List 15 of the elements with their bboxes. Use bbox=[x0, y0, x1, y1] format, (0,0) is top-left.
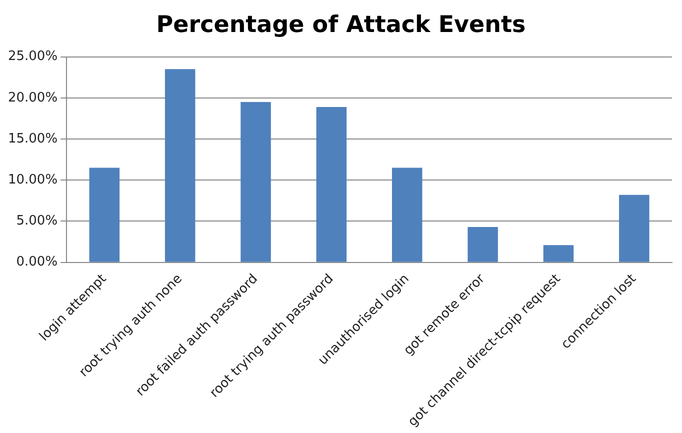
bar bbox=[468, 226, 498, 262]
y-tick-label: 20.00% bbox=[8, 90, 58, 106]
y-tick-label: 5.00% bbox=[16, 214, 58, 229]
y-tick-label: 0.00% bbox=[16, 254, 58, 270]
chart-title: Percentage of Attack Events bbox=[155, 12, 527, 40]
bar bbox=[316, 106, 347, 262]
bar bbox=[89, 168, 120, 262]
bar bbox=[164, 69, 196, 262]
bar bbox=[392, 168, 422, 262]
bar bbox=[619, 194, 650, 262]
y-tick-label: 10.00% bbox=[8, 172, 58, 188]
bar bbox=[543, 245, 574, 262]
y-tick-label: 25.00% bbox=[8, 49, 58, 64]
y-tick-label: 15.00% bbox=[8, 131, 58, 146]
bar bbox=[240, 102, 271, 262]
